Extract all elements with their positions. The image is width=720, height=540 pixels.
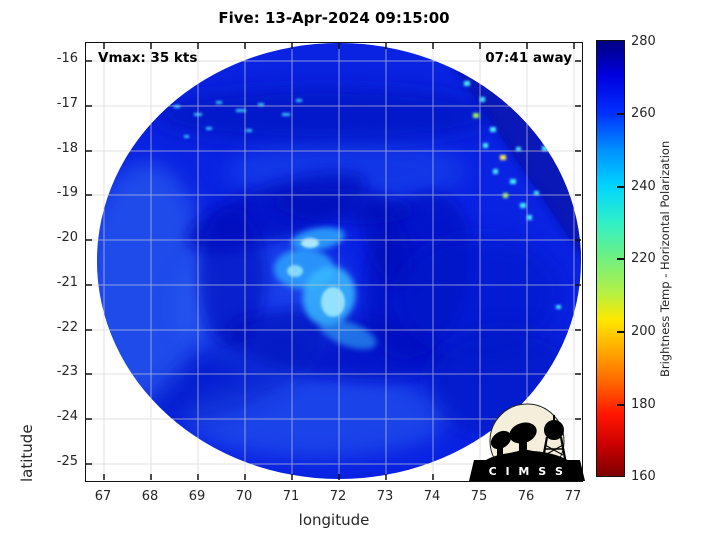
- colorbar-tick: [617, 404, 624, 406]
- colorbar-tick-label: 180: [631, 397, 656, 412]
- x-tick-label: 73: [376, 489, 394, 504]
- y-tick-label: -20: [56, 230, 78, 245]
- colorbar-tick-label: 200: [631, 324, 656, 339]
- colorbar-tick-label: 260: [631, 106, 656, 121]
- y-tick-label: -17: [56, 96, 78, 111]
- x-tick-label: 72: [329, 489, 347, 504]
- x-tick-label: 77: [564, 489, 582, 504]
- colorbar-tick-label: 240: [631, 179, 656, 194]
- x-tick-label: 67: [94, 489, 112, 504]
- colorbar-tick-label: 280: [631, 34, 656, 49]
- x-tick-label: 69: [188, 489, 206, 504]
- vmax-annotation: Vmax: 35 kts: [98, 50, 198, 66]
- x-tick-label: 68: [141, 489, 159, 504]
- colorbar-tick-label: 160: [631, 469, 656, 484]
- colorbar-tick: [617, 331, 624, 333]
- plot-area: Vmax: 35 kts 07:41 away: [85, 42, 583, 482]
- y-tick-label: -24: [56, 409, 78, 424]
- colorbar-tick-label: 220: [631, 251, 656, 266]
- y-tick-label: -23: [56, 364, 78, 379]
- plot-title: Five: 13-Apr-2024 09:15:00: [218, 9, 450, 27]
- colorbar-tick: [617, 113, 624, 115]
- logo-banner-text: C I M S S: [489, 465, 566, 478]
- colorbar-label: Brightness Temp - Horizontal Polarizatio…: [658, 140, 672, 377]
- cimss-logo: C I M S S: [469, 403, 585, 481]
- x-tick-label: 76: [517, 489, 535, 504]
- y-tick-label: -22: [56, 320, 78, 335]
- y-tick-label: -21: [56, 275, 78, 290]
- y-tick-label: -25: [56, 454, 78, 469]
- x-tick-label: 71: [282, 489, 300, 504]
- y-tick-label: -19: [56, 185, 78, 200]
- x-tick-label: 75: [470, 489, 488, 504]
- colorbar-tick: [617, 186, 624, 188]
- y-tick-label: -16: [56, 51, 78, 66]
- time-away-annotation: 07:41 away: [485, 50, 572, 66]
- y-tick-label: -18: [56, 141, 78, 156]
- y-axis-label: latitude: [18, 424, 36, 482]
- colorbar-tick: [617, 258, 624, 260]
- x-tick-label: 70: [235, 489, 253, 504]
- x-tick-label: 74: [423, 489, 441, 504]
- satellite-dish-icon: [490, 422, 537, 457]
- x-axis-label: longitude: [298, 511, 370, 529]
